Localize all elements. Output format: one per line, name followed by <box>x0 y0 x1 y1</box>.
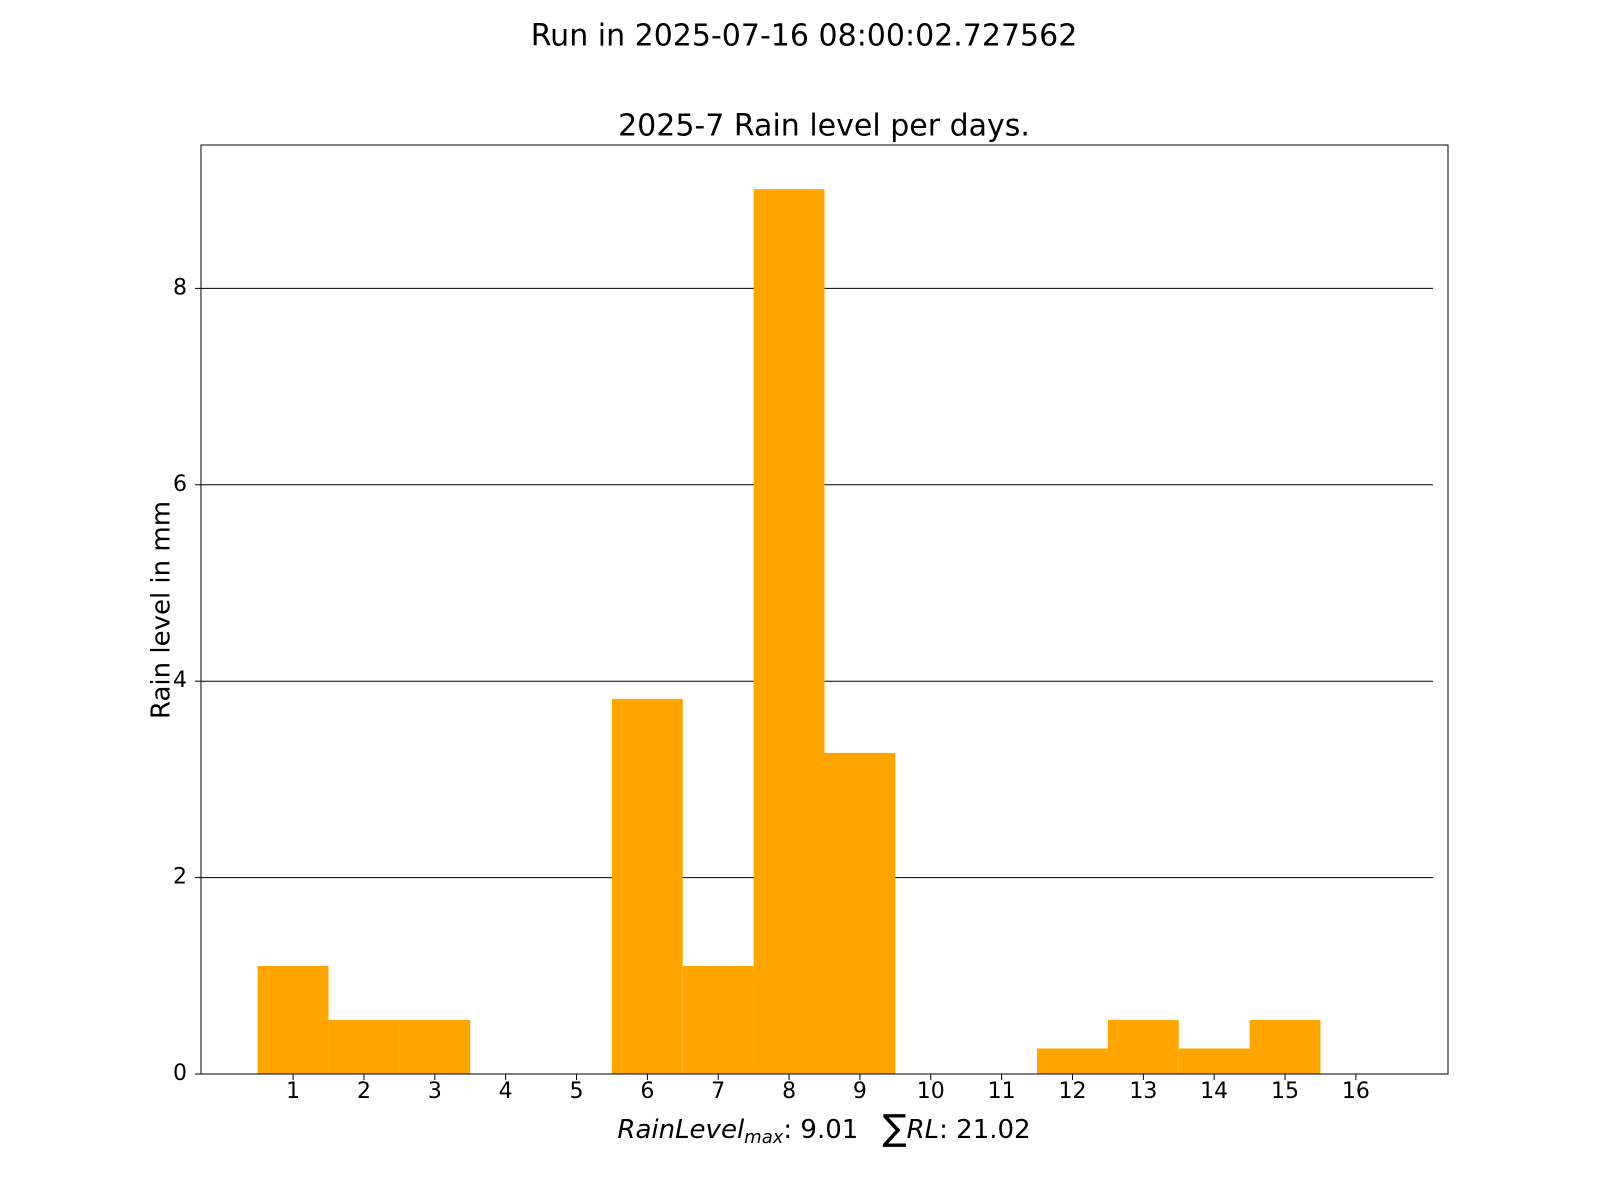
x-tick-label: 8 <box>782 1079 796 1104</box>
chart-title: 2025-7 Rain level per days. <box>618 109 1030 144</box>
y-tick-label: 4 <box>173 668 187 693</box>
x-label-part: : 21.02 <box>939 1115 1030 1145</box>
x-tick-label: 1 <box>286 1079 300 1104</box>
x-tick-label: 9 <box>853 1079 867 1104</box>
bar <box>1037 1048 1108 1074</box>
bar <box>257 965 329 1074</box>
x-tick-label: 10 <box>917 1079 945 1104</box>
x-label-part: ∑ <box>882 1108 906 1149</box>
x-tick-label: 2 <box>357 1079 371 1104</box>
bar <box>399 1019 471 1074</box>
x-tick-label: 15 <box>1271 1079 1299 1104</box>
x-tick-label: 6 <box>640 1079 654 1104</box>
bar <box>328 1019 400 1074</box>
y-tick-label: 0 <box>173 1061 187 1086</box>
x-tick-label: 4 <box>499 1079 513 1104</box>
bar <box>1107 1019 1179 1074</box>
x-label-part: : 9.01 <box>783 1115 858 1145</box>
y-tick-label: 8 <box>173 275 187 300</box>
bar <box>611 698 683 1074</box>
bar <box>1249 1019 1321 1074</box>
x-label-part: max <box>744 1127 784 1148</box>
x-tick-label: 11 <box>988 1079 1016 1104</box>
bar <box>753 189 825 1074</box>
x-axis-label: RainLevelmax: 9.01 ∑RL: 21.02 <box>617 1108 1030 1149</box>
x-tick-label: 3 <box>428 1079 442 1104</box>
x-tick-label: 7 <box>711 1079 725 1104</box>
x-tick-label: 12 <box>1058 1079 1086 1104</box>
suptitle: Run in 2025-07-16 08:00:02.727562 <box>531 19 1078 54</box>
y-tick-label: 2 <box>173 865 187 890</box>
bar <box>1178 1048 1250 1074</box>
x-label-part: RL <box>907 1115 940 1145</box>
x-label-part: RainLevel <box>617 1115 745 1145</box>
y-axis-label: Rain level in mm <box>147 501 177 719</box>
bar <box>682 965 754 1074</box>
x-tick-label: 13 <box>1129 1079 1157 1104</box>
x-tick-label: 5 <box>570 1079 584 1104</box>
bar <box>824 752 896 1074</box>
plot-frame <box>200 144 1449 1075</box>
y-tick-label: 6 <box>173 472 187 497</box>
x-tick-label: 14 <box>1200 1079 1228 1104</box>
x-tick-label: 16 <box>1342 1079 1370 1104</box>
